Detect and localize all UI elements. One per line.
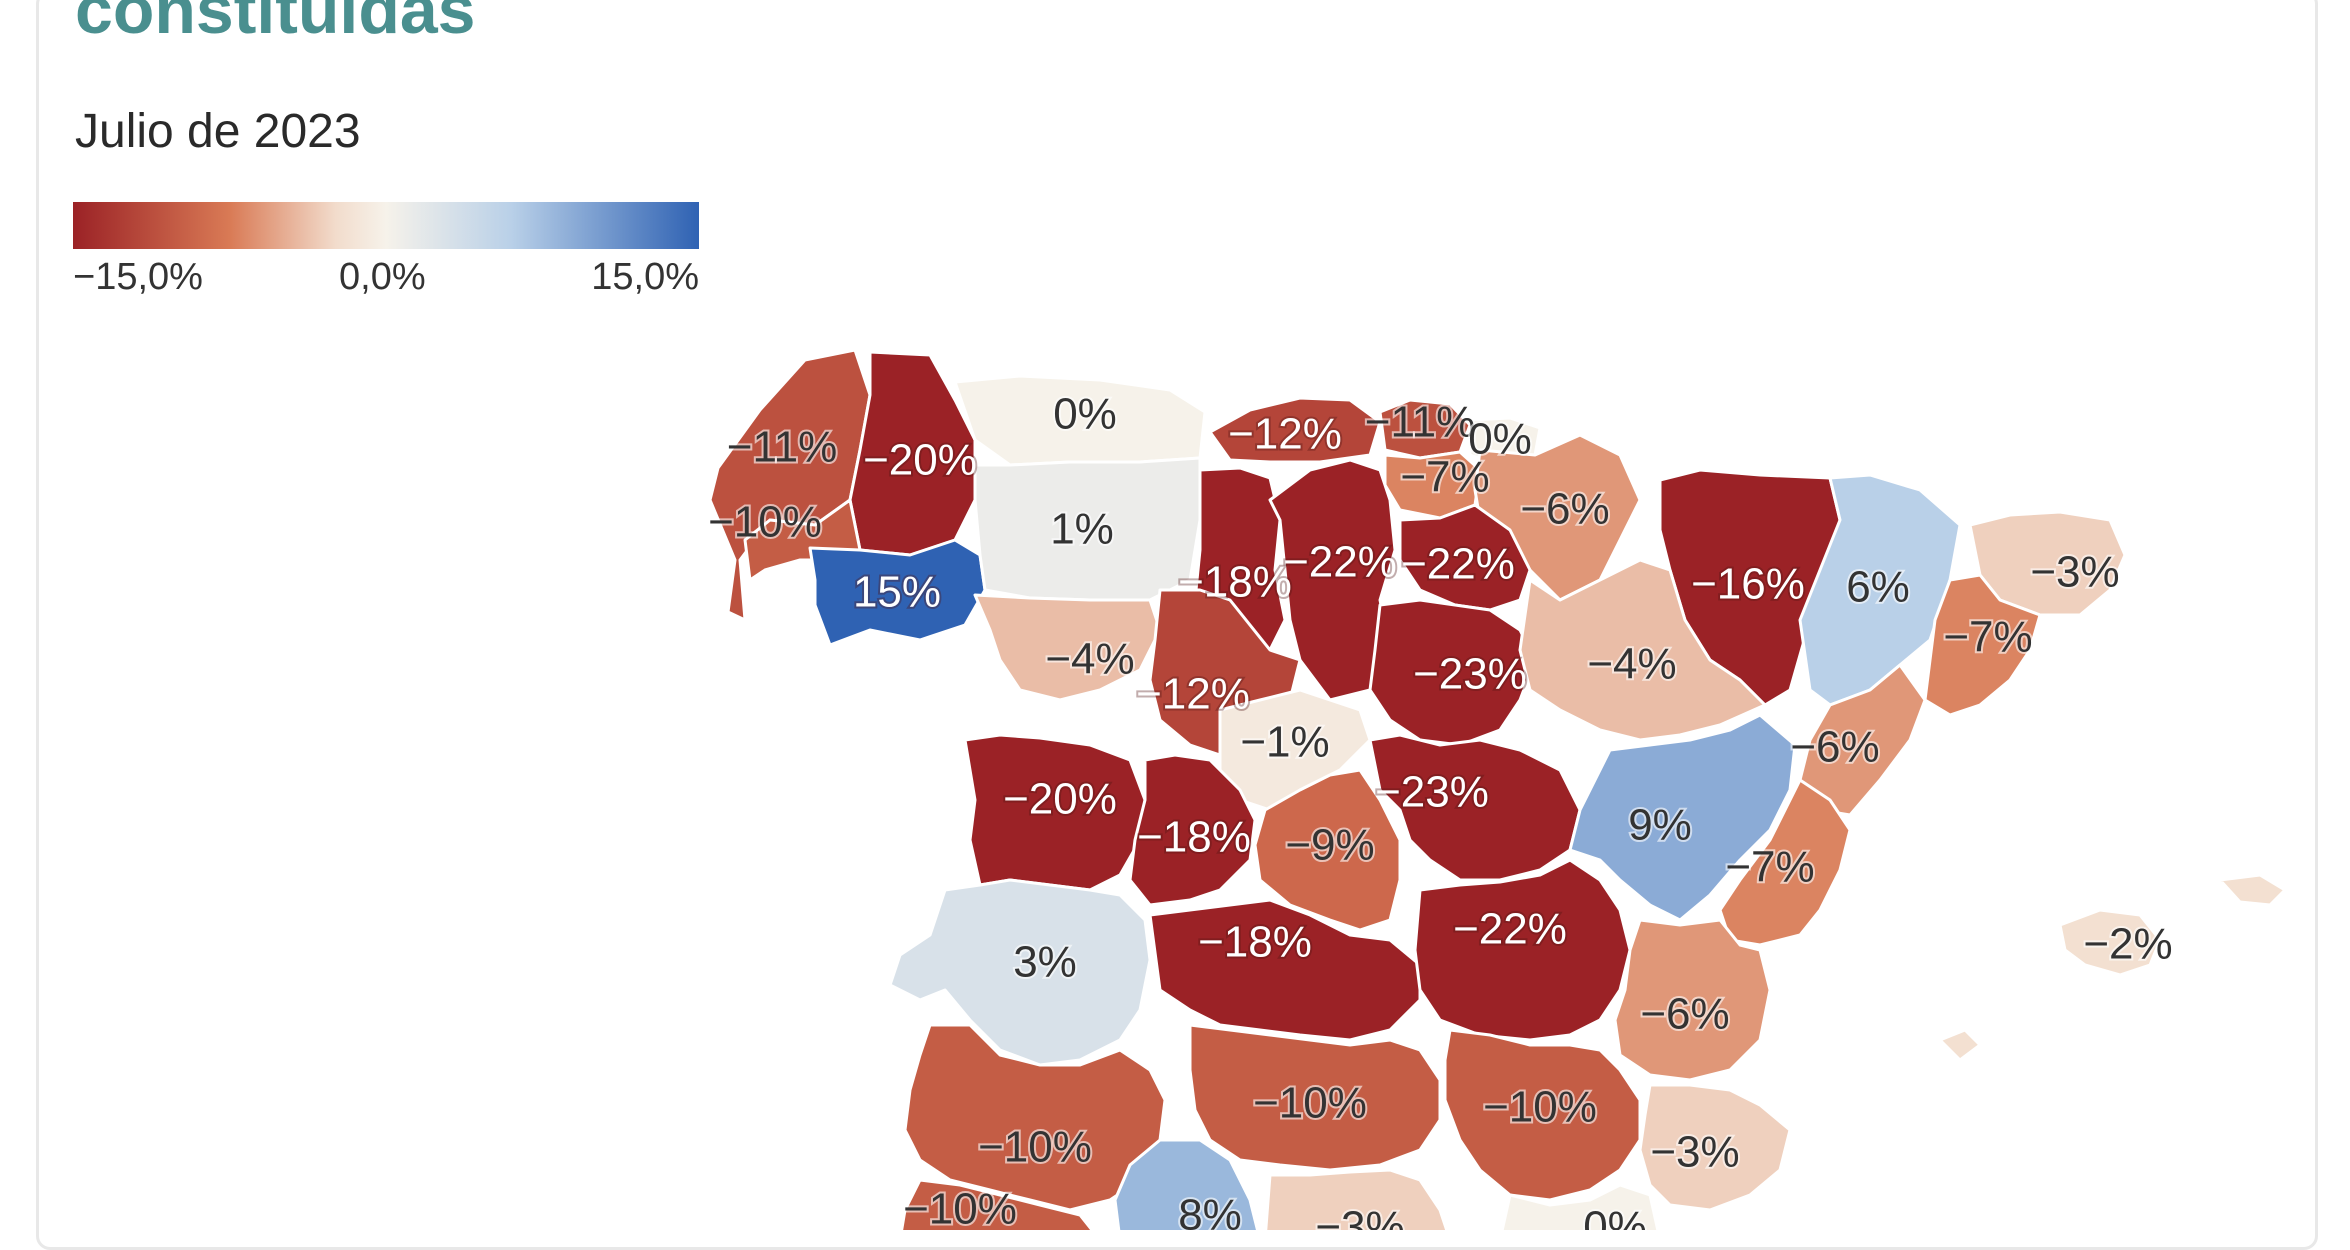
legend-max-label: 15,0% [591,256,699,298]
province-toledo [1148,898,1422,1042]
legend-gradient-bar [73,202,699,249]
province-value-label: 15% [853,568,941,617]
province-value-label: 8% [1178,1191,1242,1230]
province-value-label: −7% [1725,843,1814,892]
province-value-label: −3% [2030,548,2119,597]
province-salamanca [963,733,1147,892]
province-cordoba [1113,1138,1260,1230]
province-zamora [973,593,1162,702]
province-value-label: −4% [1045,635,1134,684]
province-guadalajara [1368,733,1582,882]
province-ourense [808,538,987,647]
province-alicante [1638,1083,1792,1212]
province-value-label: 0% [1468,415,1532,464]
province-value-label: −18% [1137,813,1251,862]
province-value-label: −20% [863,436,977,485]
province-barcelona [1923,573,2042,717]
province-value-label: −3% [1650,1128,1739,1177]
province-albacete [1443,1028,1642,1202]
province-illes-balears [1938,873,2287,1062]
legend-mid-label: 0,0% [339,256,426,298]
province-cuenca [1413,858,1632,1042]
province-tarragona [1798,663,1927,817]
province-value-label: −18% [1198,918,1312,967]
province-jaen [1264,1168,1449,1230]
province-value-label: 1% [1050,505,1114,554]
province-murcia [1500,1183,1660,1230]
province-avila [1128,753,1257,907]
province-value-label: −7% [1943,613,2032,662]
chart-subtitle: Julio de 2023 [75,105,361,158]
province-cantabria [1208,396,1382,464]
province-value-label: −18% [1178,558,1292,607]
province-value-label: 6% [1846,563,1910,612]
province-value-label: −10% [1253,1079,1367,1128]
province-sevilla [900,1178,1094,1230]
province-value-label: 9% [1628,801,1692,850]
province-value-label: −6% [1520,485,1609,534]
province-labels: −11% −20%−10%15%0%1%−12% −11%0%−7%−6%−16% 6… [706,388,2175,1230]
province-value-label: −16% [1691,560,1805,609]
province-value-label: −7% [1400,453,1489,502]
legend-min-label: −15,0% [73,256,203,298]
province-teruel [1568,713,1797,922]
province-value-label: −23% [1413,650,1527,699]
province-value-label: 0% [1583,1203,1647,1230]
province-madrid [1253,768,1402,932]
province-value-label: −9% [1285,821,1374,870]
province-valencia [1613,918,1772,1082]
province-value-label: −10% [903,1185,1017,1230]
province-value-label: −6% [1640,990,1729,1039]
province-value-label: −22% [1283,538,1397,587]
province-value-label: −12% [1228,410,1342,459]
province-value-label: −2% [2083,920,2172,969]
province-zaragoza [1518,558,1767,742]
province-value-label: −11% [727,423,838,472]
province-value-label: −6% [1790,723,1879,772]
chart-title: constituidas [75,0,476,48]
province-value-label: −22% [1401,540,1515,589]
province-value-label: −3% [1315,1203,1404,1230]
province-value-label: −11% [1365,398,1476,447]
province-value-label: −10% [708,498,822,547]
province-value-label: −22% [1453,905,1567,954]
province-value-label: 0% [1053,390,1117,439]
province-ciudad-real [1188,1023,1442,1172]
province-caceres [888,878,1152,1067]
province-value-label: −1% [1240,718,1329,767]
province-value-label: 3% [1013,938,1077,987]
province-la-rioja [1398,503,1532,612]
province-value-label: −12% [1136,670,1250,719]
province-soria [1368,598,1537,747]
province-value-label: −23% [1375,768,1489,817]
color-legend: −15,0% 0,0% 15,0% [73,202,699,302]
province-castellon [1718,778,1852,947]
province-regions [708,348,2287,1230]
province-bizkaia [1378,398,1472,460]
province-value-label: −10% [1483,1083,1597,1132]
province-value-label: −10% [978,1123,1092,1172]
province-value-label: −4% [1587,640,1676,689]
province-value-label: −20% [1003,775,1117,824]
